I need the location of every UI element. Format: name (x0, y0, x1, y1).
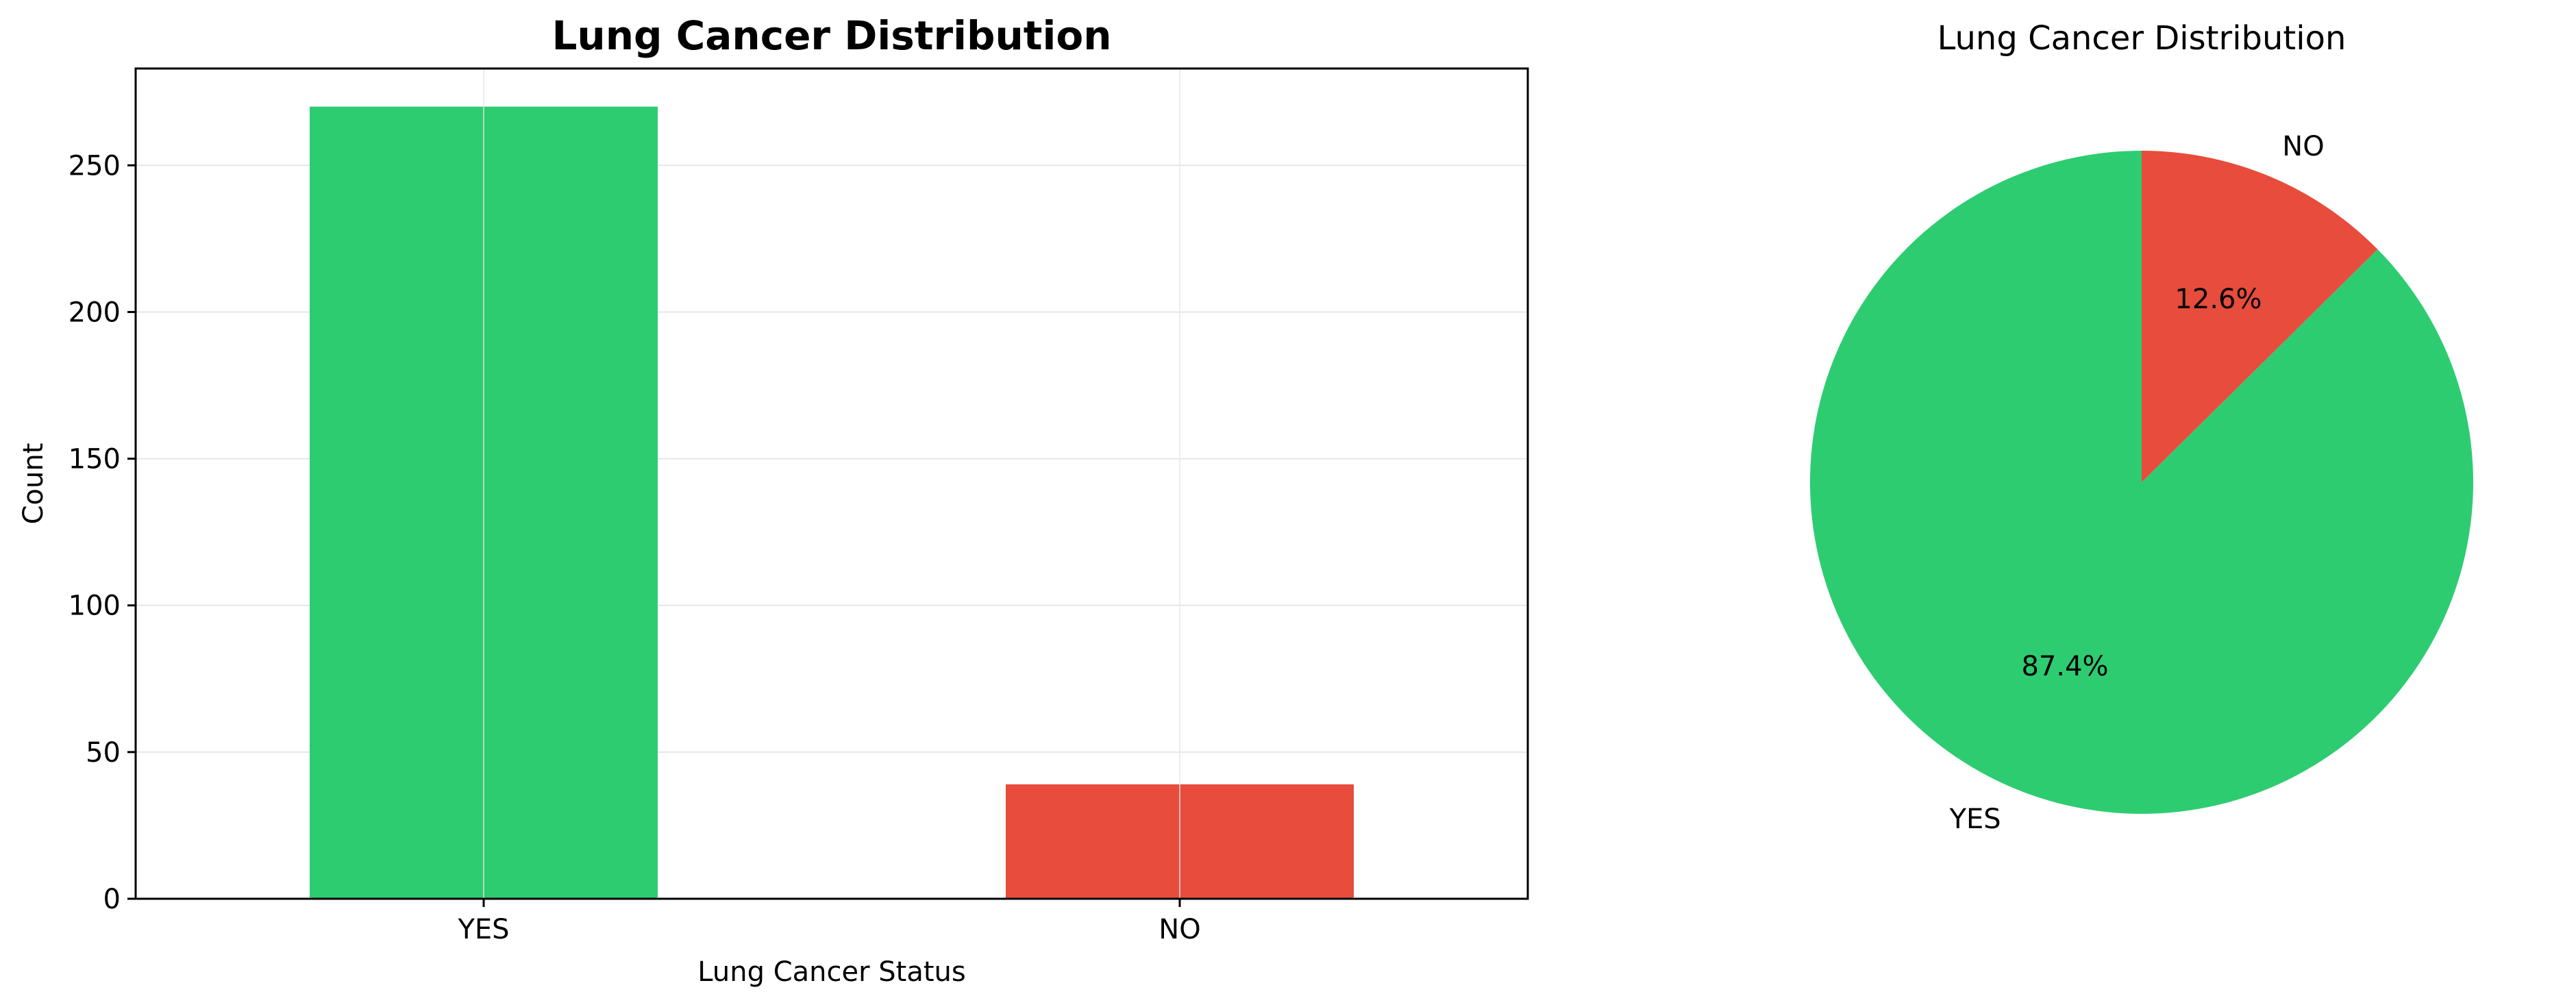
bar-chart: Lung Cancer Distribution 0 50 100 150 200 250… (18, 12, 1529, 988)
pie-chart-slices (1810, 151, 2474, 814)
bar-y-tick-label: 50 (86, 737, 121, 769)
pie-pct-label-no: 12.6% (2175, 284, 2262, 315)
bar-chart-y-axis-label: Count (18, 443, 49, 525)
pie-chart-labels: YES 87.4% NO 12.6% (1949, 131, 2325, 835)
bar-chart-bars (310, 69, 1354, 899)
pie-label-yes: YES (1949, 804, 2001, 835)
pie-label-no: NO (2282, 131, 2324, 162)
pie-chart: Lung Cancer Distribution YES 87.4% NO 12.6% (1810, 19, 2474, 835)
bar-x-tick-label: YES (457, 914, 509, 945)
pie-pct-label-yes: 87.4% (2021, 651, 2108, 682)
pie-slice-no (2142, 151, 2378, 482)
bar-x-tick-label: NO (1159, 914, 1200, 945)
bar-y-tick-label: 0 (103, 884, 121, 915)
bar-chart-x-axis-label: Lung Cancer Status (697, 956, 965, 988)
bar-chart-y-ticks: 0 50 100 150 200 250 (69, 150, 136, 915)
bar-chart-title: Lung Cancer Distribution (552, 12, 1111, 59)
bar-y-tick-label: 150 (69, 444, 121, 475)
pie-chart-title: Lung Cancer Distribution (1937, 19, 2346, 58)
bar-y-tick-label: 250 (69, 150, 121, 182)
bar-chart-frame (134, 67, 1529, 900)
bar-y-tick-label: 100 (69, 590, 121, 622)
bar-chart-x-ticks: YES NO (457, 899, 1201, 945)
bar-y-tick-label: 200 (69, 297, 121, 328)
